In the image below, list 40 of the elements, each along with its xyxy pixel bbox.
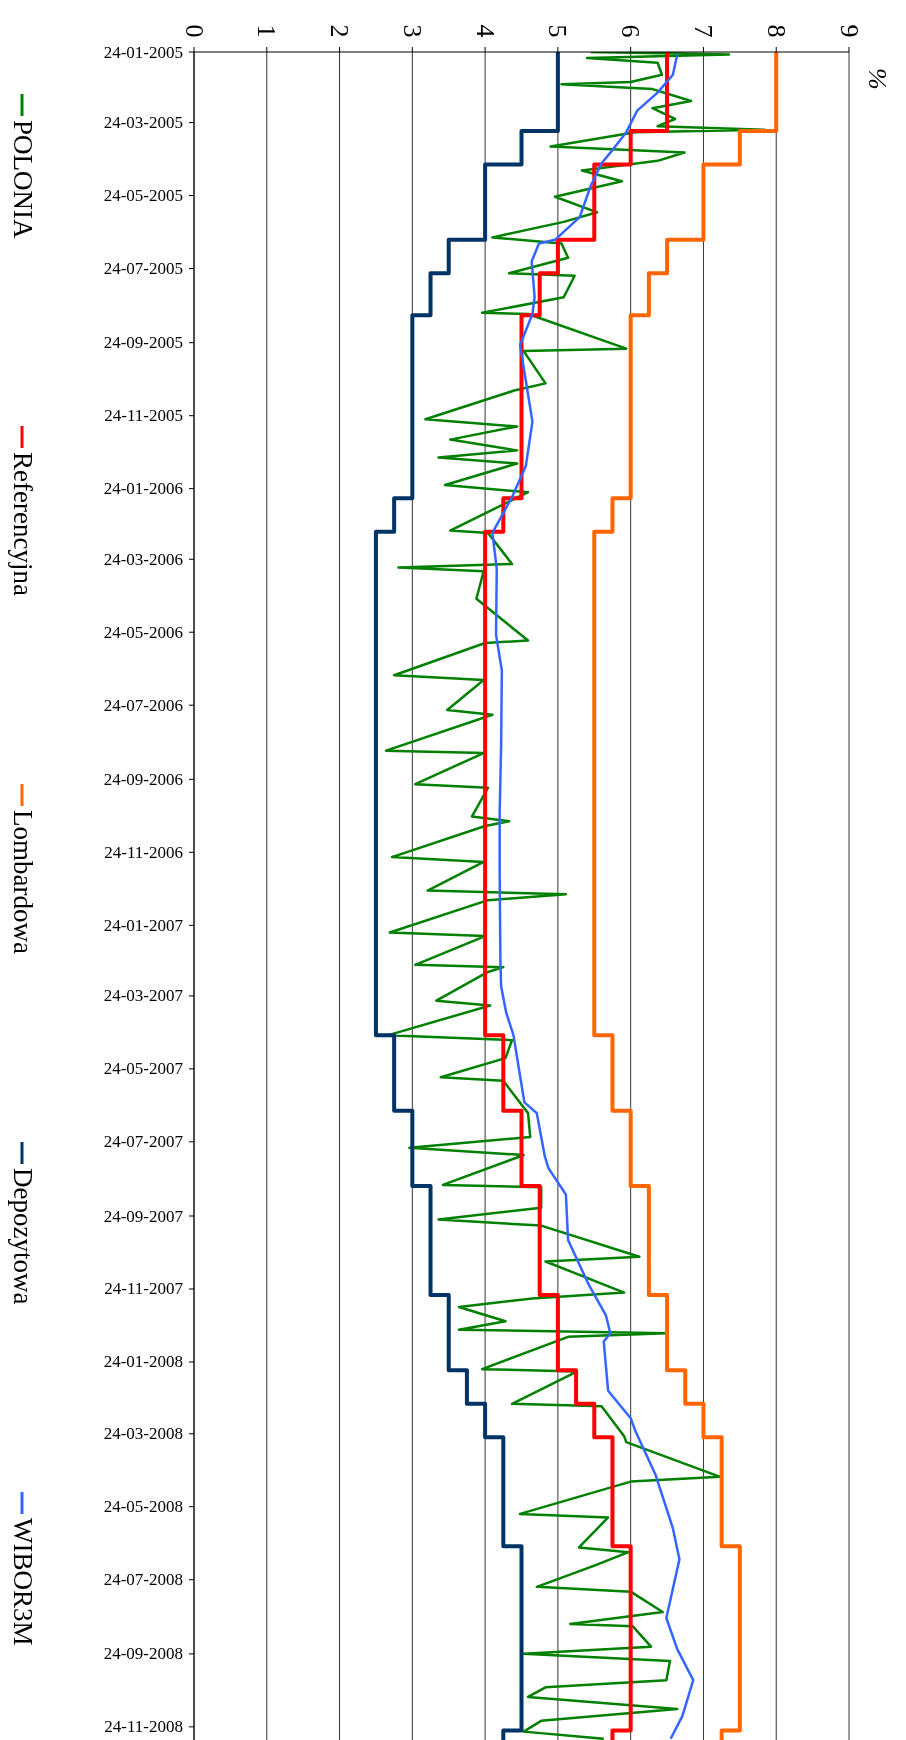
x-tick-label: 0 <box>179 24 209 38</box>
y-tick-label: 24-11-2007 <box>104 1279 184 1299</box>
y-tick-label: 24-07-2005 <box>103 259 183 279</box>
y-tick-label: 24-11-2005 <box>104 406 183 426</box>
y-tick-label: 24-11-2008 <box>104 1717 183 1737</box>
text: % <box>862 68 892 90</box>
y-tick-label: 24-07-2006 <box>103 695 183 715</box>
legend-label: WIBOR3M <box>6 1518 38 1646</box>
y-tick-label: 24-09-2006 <box>103 769 183 789</box>
y-tick-label: 24-01-2006 <box>103 479 183 499</box>
y-tick-label: 24-09-2005 <box>103 333 183 353</box>
y-tick-label: 24-09-2007 <box>103 1206 184 1226</box>
y-tick-label: 24-05-2008 <box>103 1497 183 1517</box>
legend-label: Referencyjna <box>6 452 38 597</box>
y-tick-label: 24-03-2008 <box>103 1424 183 1444</box>
y-tick-label: 24-11-2006 <box>104 842 183 862</box>
x-tick-label: 7 <box>688 24 718 38</box>
x-tick-label: 3 <box>397 24 427 38</box>
legend-label: Lombardowa <box>6 810 38 955</box>
x-tick-label: 8 <box>761 24 791 38</box>
x-tick-label: 6 <box>616 24 646 38</box>
y-tick-label: 24-07-2007 <box>103 1132 184 1152</box>
x-tick-label: 2 <box>325 24 355 38</box>
legend-label: Depozytowa <box>6 1168 38 1305</box>
y-tick-label: 24-05-2005 <box>103 186 183 206</box>
y-tick-label: 24-09-2008 <box>103 1644 183 1664</box>
legend-label: POLONIA <box>6 119 38 239</box>
y-tick-label: 24-05-2006 <box>103 622 183 642</box>
x-tick-label: 1 <box>252 24 282 38</box>
x-tick-label: 4 <box>470 24 500 38</box>
y-tick-label: 24-07-2008 <box>103 1570 183 1590</box>
x-tick-label: 9 <box>834 24 864 38</box>
y-tick-label: 24-03-2007 <box>103 986 184 1006</box>
y-tick-label: 24-01-2008 <box>103 1352 183 1372</box>
x-tick-label: 5 <box>543 24 573 38</box>
y-tick-label: 24-05-2007 <box>103 1059 184 1079</box>
y-tick-label: 24-03-2005 <box>103 113 183 133</box>
y-tick-label: 24-03-2006 <box>103 549 183 569</box>
y-tick-label: 24-01-2005 <box>103 42 183 62</box>
y-tick-label: 24-01-2007 <box>103 915 184 935</box>
